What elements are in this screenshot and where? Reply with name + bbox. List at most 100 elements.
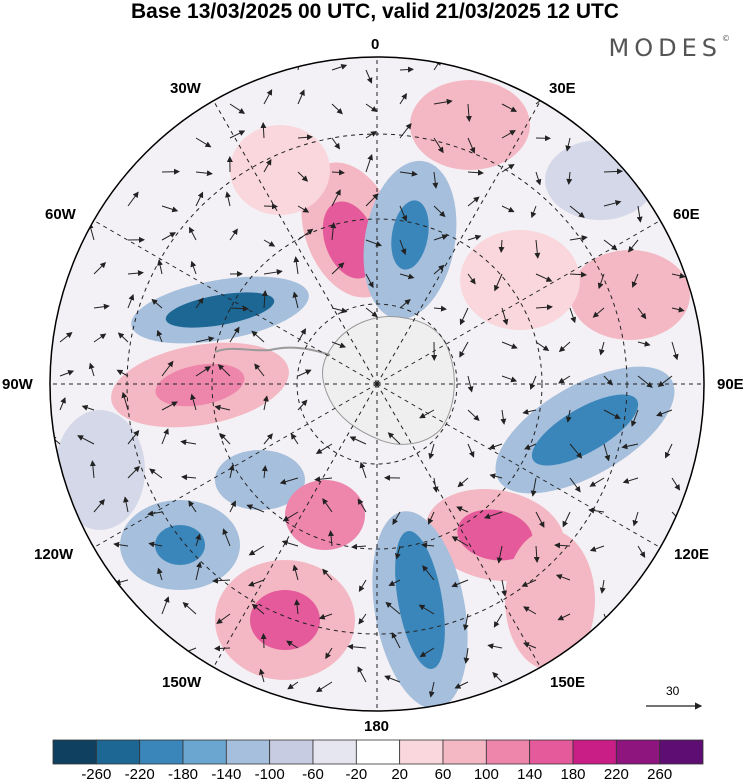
wind-vector (664, 443, 673, 459)
wind-vector (428, 443, 435, 460)
anomaly-blobs (55, 80, 690, 709)
wind-vector (501, 375, 518, 383)
wind-vector (195, 191, 204, 207)
colorbar-tick-label: 220 (603, 766, 629, 783)
colorbar-tick-label: -60 (302, 766, 324, 783)
wind-vector (454, 681, 469, 689)
wind-vector (533, 545, 540, 563)
colorbar-swatch (399, 739, 444, 765)
wind-vector (467, 137, 476, 154)
wind-vector (530, 205, 537, 219)
wind-vector (394, 545, 401, 560)
anomaly-blob (250, 590, 320, 650)
colorbar-tick-label: 140 (517, 766, 543, 783)
lon-label-60w: 60W (45, 206, 76, 223)
wind-vector (621, 443, 639, 450)
colorbar-tick-label: 20 (391, 766, 408, 783)
wind-vector (592, 307, 605, 318)
wind-vector (314, 476, 333, 483)
wind-vector (569, 477, 581, 493)
wind-vector (365, 153, 373, 173)
colorbar-swatch (355, 739, 401, 765)
wind-vector (347, 643, 367, 650)
wind-vector (637, 307, 647, 320)
meridian-line (211, 97, 378, 385)
anomaly-blob (460, 230, 580, 330)
wind-vector (330, 222, 337, 241)
wind-vector (161, 428, 169, 445)
wind-vector (331, 103, 343, 115)
wind-vector (113, 541, 129, 548)
wind-vector (328, 530, 334, 547)
colorbar-tick-label: -260 (81, 766, 112, 783)
wind-vector (456, 506, 469, 513)
wind-vector (246, 504, 265, 513)
wind-vector (498, 239, 505, 253)
wind-vector (365, 273, 374, 289)
wind-vector (297, 89, 305, 105)
wind-vector (93, 498, 105, 513)
wind-vector (535, 341, 550, 351)
wind-vector (254, 363, 265, 377)
wind-vector (589, 545, 605, 552)
lon-label-30e: 30E (549, 80, 576, 97)
wind-vector (603, 168, 623, 175)
wind-vector (262, 395, 269, 411)
wind-vector (292, 291, 299, 309)
wind-vector (297, 134, 313, 141)
wind-vector (399, 273, 415, 280)
wind-vector (297, 328, 306, 343)
wind-vector (248, 579, 265, 587)
anomaly-blob (155, 363, 245, 407)
wind-vector (467, 234, 482, 241)
wind-vector (93, 261, 107, 275)
wind-vector (603, 443, 611, 462)
wind-vector (127, 430, 140, 445)
wind-vector (422, 565, 435, 581)
wind-vector (297, 369, 312, 377)
wind-vector (59, 332, 73, 343)
wind-vector (463, 647, 470, 664)
wind-vector (555, 574, 571, 581)
wind-vector (467, 169, 484, 176)
wind-vector (399, 299, 411, 309)
wind-vector (263, 239, 276, 247)
wind-vector (189, 226, 197, 241)
wind-vector (156, 329, 163, 343)
wind-vector (195, 137, 212, 148)
wind-vector (419, 409, 435, 419)
wind-vector (297, 205, 310, 213)
wind-vector (161, 401, 178, 411)
wind-vector (500, 409, 507, 425)
wind-vector (180, 439, 197, 446)
wind-vector (331, 341, 347, 349)
colorbar-swatch (615, 739, 661, 765)
colorbar-swatch (95, 739, 141, 765)
wind-vector (535, 304, 553, 311)
wind-vector (365, 103, 378, 113)
wind-vector (457, 477, 469, 488)
wind-vector (195, 533, 201, 547)
lon-label-0: 0 (371, 36, 380, 53)
wind-vector (569, 443, 583, 459)
wind-vector (195, 366, 212, 377)
wind-vector (671, 306, 685, 313)
wind-vector (127, 465, 140, 479)
wind-vector (467, 409, 480, 421)
wind-vector (358, 613, 367, 625)
colorbar-swatch (139, 739, 184, 765)
wind-vector (501, 130, 516, 139)
wind-vector (671, 272, 686, 279)
wind-vector (325, 647, 333, 660)
wind-vector (493, 613, 503, 628)
wind-vector (557, 613, 571, 621)
antarctic-peninsula (214, 346, 331, 356)
wind-vector (251, 603, 265, 615)
wind-vector (93, 303, 110, 310)
wind-vector (261, 290, 268, 309)
wind-vector (181, 474, 197, 481)
wind-vector (365, 69, 373, 84)
wind-vector (636, 205, 643, 223)
colorbar-swatch (442, 739, 487, 765)
